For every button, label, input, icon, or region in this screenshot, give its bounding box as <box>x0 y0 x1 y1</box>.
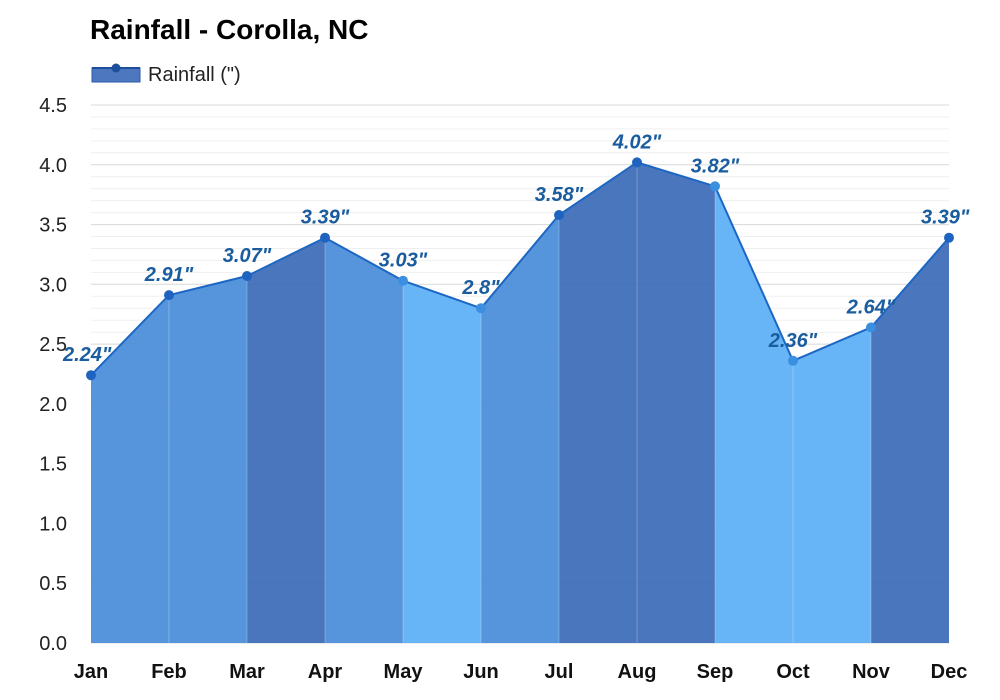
y-tick-label: 2.5 <box>39 334 67 356</box>
y-tick-label: 0.5 <box>39 573 67 595</box>
rainfall-line <box>90 161 950 376</box>
y-tick-label: 1.5 <box>39 454 67 476</box>
data-label-sep: 3.82" <box>691 155 740 177</box>
area-band-oct <box>793 327 871 643</box>
data-label-feb: 2.91" <box>144 264 194 286</box>
data-label-jun: 2.8" <box>461 277 500 299</box>
data-point-apr <box>320 232 330 243</box>
legend-swatch-icon <box>91 63 141 83</box>
area-band-apr <box>325 237 403 643</box>
data-label-mar: 3.07" <box>223 245 272 267</box>
x-tick-label-oct: Oct <box>776 661 810 683</box>
data-label-jan: 2.24" <box>62 344 112 366</box>
data-labels: 2.24" 2.91" 3.07" 3.39" 3.03" 2.8" 3.58" 4.02" 3… <box>62 131 970 366</box>
data-point-oct <box>788 355 798 366</box>
x-tick-label-mar: Mar <box>229 661 265 683</box>
x-tick-label-nov: Nov <box>852 661 891 683</box>
x-tick-label-sep: Sep <box>697 661 734 683</box>
area-band-nov <box>871 237 949 643</box>
y-tick-label: 0.0 <box>39 633 67 655</box>
data-point-sep <box>710 181 720 192</box>
y-tick-label: 3.0 <box>39 274 67 296</box>
area-bands <box>91 162 949 644</box>
x-tick-label-dec: Dec <box>931 661 968 683</box>
x-tick-label-jan: Jan <box>74 661 108 683</box>
data-label-jul: 3.58" <box>535 184 584 206</box>
x-tick-label-aug: Aug <box>618 661 657 683</box>
data-label-nov: 2.64" <box>846 296 896 318</box>
area-band-feb <box>169 276 247 643</box>
area-band-aug <box>637 162 715 643</box>
y-tick-label: 3.5 <box>39 215 67 237</box>
legend: Rainfall (") <box>90 62 241 88</box>
series-line <box>90 161 950 376</box>
data-point-jan <box>86 370 96 381</box>
area-band-sep <box>715 186 793 644</box>
data-point-mar <box>242 271 252 281</box>
data-label-aug: 4.02" <box>612 131 662 153</box>
y-tick-label: 1.0 <box>39 513 67 535</box>
area-band-jan <box>91 295 169 643</box>
y-tick-label: 4.0 <box>39 155 67 177</box>
data-label-may: 3.03" <box>379 250 428 272</box>
x-tick-label-may: May <box>384 661 424 683</box>
y-tick-label: 2.0 <box>39 394 67 416</box>
area-band-mar <box>247 237 325 643</box>
data-point-dec <box>944 232 954 243</box>
data-points <box>86 157 954 381</box>
data-point-may <box>398 275 408 286</box>
legend-label: Rainfall (") <box>148 63 241 86</box>
y-axis-ticks: 0.0 0.5 1.0 1.5 2.0 2.5 3.0 3.5 4.0 4.5 <box>39 95 67 655</box>
data-point-feb <box>164 290 174 301</box>
area-band-jun <box>481 215 559 643</box>
y-tick-label: 4.5 <box>39 95 67 117</box>
x-axis-ticks: Jan Feb Mar Apr May Jun Jul Aug Sep Oct Nov Dec <box>74 661 968 683</box>
x-tick-label-feb: Feb <box>151 661 187 683</box>
data-point-nov <box>866 322 876 333</box>
data-label-dec: 3.39" <box>921 207 970 229</box>
area-band-may <box>403 280 481 643</box>
x-tick-label-jul: Jul <box>545 661 574 683</box>
data-point-jun <box>476 303 486 314</box>
x-tick-label-jun: Jun <box>463 661 499 683</box>
data-point-jul <box>554 210 564 220</box>
data-label-apr: 3.39" <box>301 207 350 229</box>
data-label-oct: 2.36" <box>768 330 818 352</box>
data-point-aug <box>632 157 642 168</box>
x-tick-label-apr: Apr <box>308 661 343 683</box>
chart-title: Rainfall - Corolla, NC <box>90 14 369 45</box>
area-band-jul <box>559 162 637 643</box>
